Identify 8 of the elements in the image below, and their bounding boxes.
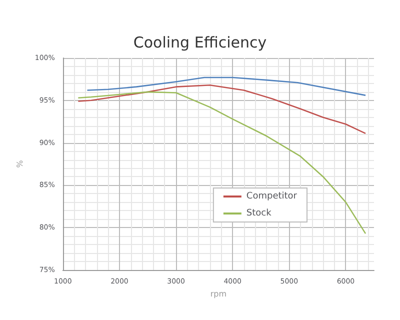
x-axis-title: rpm bbox=[210, 289, 227, 298]
chart-title: Cooling Efficiency bbox=[133, 34, 267, 52]
line-series bbox=[86, 76, 366, 96]
legend-label: Competitor bbox=[246, 192, 298, 202]
line-series bbox=[78, 91, 366, 234]
line-series bbox=[78, 84, 366, 134]
legend-label: Stock bbox=[246, 208, 272, 218]
y-axis-title: % bbox=[16, 160, 24, 168]
